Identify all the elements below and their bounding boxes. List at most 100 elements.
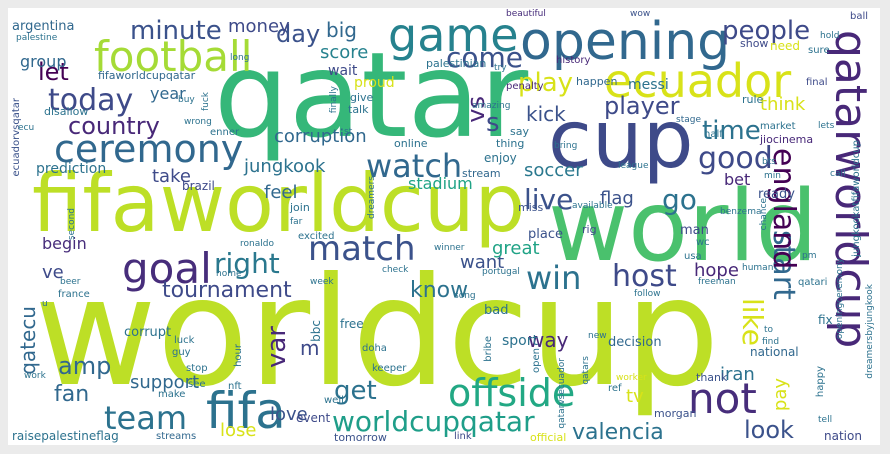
word: open xyxy=(531,348,542,373)
word: guy xyxy=(172,347,191,358)
word: tournament xyxy=(162,278,292,303)
word: france xyxy=(58,289,90,300)
word: worldcup xyxy=(34,246,720,420)
word: tomorrow xyxy=(334,431,387,444)
word: say xyxy=(510,125,529,138)
word: qatar xyxy=(214,26,529,164)
word: win xyxy=(526,259,582,297)
word: half xyxy=(704,129,723,140)
word: disallow xyxy=(44,105,89,118)
word: worker xyxy=(616,373,647,383)
word: portugal xyxy=(482,267,520,277)
word: ball xyxy=(850,11,869,22)
word: football xyxy=(94,32,253,81)
word: call xyxy=(830,169,846,179)
word: make xyxy=(158,389,186,400)
word: team xyxy=(104,399,188,437)
word: see xyxy=(188,379,206,390)
word: amazing xyxy=(472,101,511,111)
word: think xyxy=(760,94,806,115)
word: proud xyxy=(354,75,395,91)
word: find xyxy=(762,337,780,347)
word: home xyxy=(216,269,242,279)
word: time xyxy=(702,116,761,146)
word: nation xyxy=(824,429,862,443)
word: keeper xyxy=(372,363,407,374)
word: amp xyxy=(58,352,112,380)
word: flag xyxy=(600,188,634,209)
word: beautiful xyxy=(506,9,546,19)
word: tell xyxy=(818,415,833,425)
word: iran xyxy=(720,364,755,385)
word: bet xyxy=(724,170,751,189)
word: wait xyxy=(328,63,358,79)
word: go xyxy=(662,183,697,216)
word: let xyxy=(38,58,69,86)
word: ref xyxy=(608,383,622,394)
word: thing xyxy=(496,137,525,150)
word: people xyxy=(722,16,811,46)
word: fuck xyxy=(201,92,211,112)
word: ve xyxy=(42,262,64,283)
word: opening xyxy=(520,12,731,72)
word: freeman xyxy=(698,277,736,287)
word: new xyxy=(588,331,607,341)
word: group xyxy=(20,52,67,71)
word: get xyxy=(334,376,377,406)
word: watch xyxy=(366,147,463,185)
word: thank xyxy=(696,371,728,384)
word: right xyxy=(214,247,280,280)
word: great xyxy=(492,238,540,259)
word: game xyxy=(388,8,519,62)
word: big xyxy=(326,18,357,42)
word: live xyxy=(524,183,574,216)
word: join xyxy=(290,201,310,214)
word: hold xyxy=(820,31,840,41)
word: qatars xyxy=(581,356,591,385)
word: raisepalestineflag xyxy=(12,429,119,443)
word: openingceremony xyxy=(835,258,845,340)
word: usa xyxy=(684,251,702,262)
word: man xyxy=(680,223,709,238)
word: market xyxy=(760,121,796,132)
word: event xyxy=(296,411,331,425)
word: rig xyxy=(582,223,597,236)
word: fan xyxy=(54,382,90,407)
word: chance xyxy=(759,198,769,231)
word: offside xyxy=(448,371,576,415)
word: begin xyxy=(42,234,87,253)
word: miss xyxy=(518,201,544,214)
word: fifa xyxy=(206,382,286,440)
word: worldcupqatar xyxy=(332,405,535,438)
word: fifaworldcupqatar xyxy=(98,69,196,82)
word: official xyxy=(530,431,567,444)
word: hope xyxy=(694,260,739,281)
word: follow xyxy=(634,289,661,299)
word: luck xyxy=(174,335,195,346)
word: ronaldo xyxy=(240,239,274,249)
word: week xyxy=(310,277,334,287)
word: today xyxy=(48,83,134,118)
word: nft xyxy=(228,381,242,392)
word: not xyxy=(688,374,757,423)
word: finally xyxy=(329,86,339,114)
word: stadium xyxy=(408,174,473,193)
word: player xyxy=(604,92,680,120)
word: ecu xyxy=(18,123,35,133)
word: s xyxy=(486,108,500,138)
word: history xyxy=(556,55,591,66)
word: talk xyxy=(348,103,369,116)
word: winner xyxy=(434,243,465,253)
word: well xyxy=(324,395,344,406)
word: second xyxy=(67,208,77,241)
word: palestinian xyxy=(426,57,487,70)
word: feel xyxy=(264,182,298,203)
word: m xyxy=(300,336,320,360)
word: stage xyxy=(676,115,701,125)
word: qatarvsecuador xyxy=(557,358,567,429)
word: to xyxy=(764,325,774,335)
word: happen xyxy=(576,75,618,88)
word: ecuador xyxy=(604,54,792,108)
word: kick xyxy=(526,102,566,126)
word: place xyxy=(528,227,563,242)
